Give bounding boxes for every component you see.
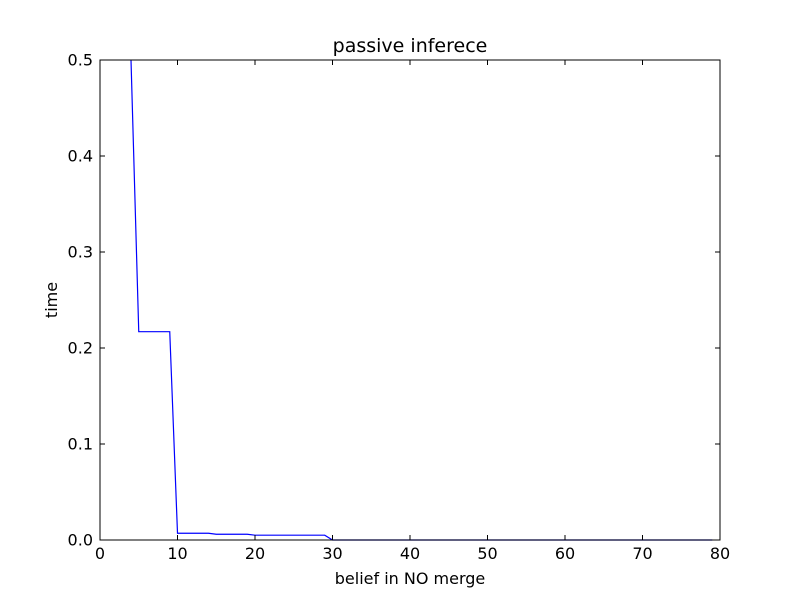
x-tick-label: 10: [167, 544, 187, 563]
x-tick-label: 30: [322, 544, 342, 563]
x-tick-label: 20: [245, 544, 265, 563]
y-tick-label: 0.4: [68, 147, 93, 166]
x-tick-label: 50: [477, 544, 497, 563]
x-tick-label: 40: [400, 544, 420, 563]
x-tick-label: 70: [632, 544, 652, 563]
x-tick-label: 0: [95, 544, 105, 563]
y-axis-title: time: [42, 282, 61, 318]
y-tick-label: 0.2: [68, 339, 93, 358]
ticks-layer: 0 10 20 30 40 50 60 70 80 0.0 0.1 0.2 0.3 0.4 0.5: [68, 51, 731, 564]
y-tick-label: 0.5: [68, 51, 93, 70]
chart-title: passive inferece: [333, 35, 488, 57]
x-tick-label: 60: [555, 544, 575, 563]
y-tick-label: 0.1: [68, 435, 93, 454]
y-tick-label: 0.0: [68, 531, 93, 550]
y-tick-label: 0.3: [68, 243, 93, 262]
x-axis-title: belief in NO merge: [335, 569, 486, 588]
x-tick-label: 80: [710, 544, 730, 563]
